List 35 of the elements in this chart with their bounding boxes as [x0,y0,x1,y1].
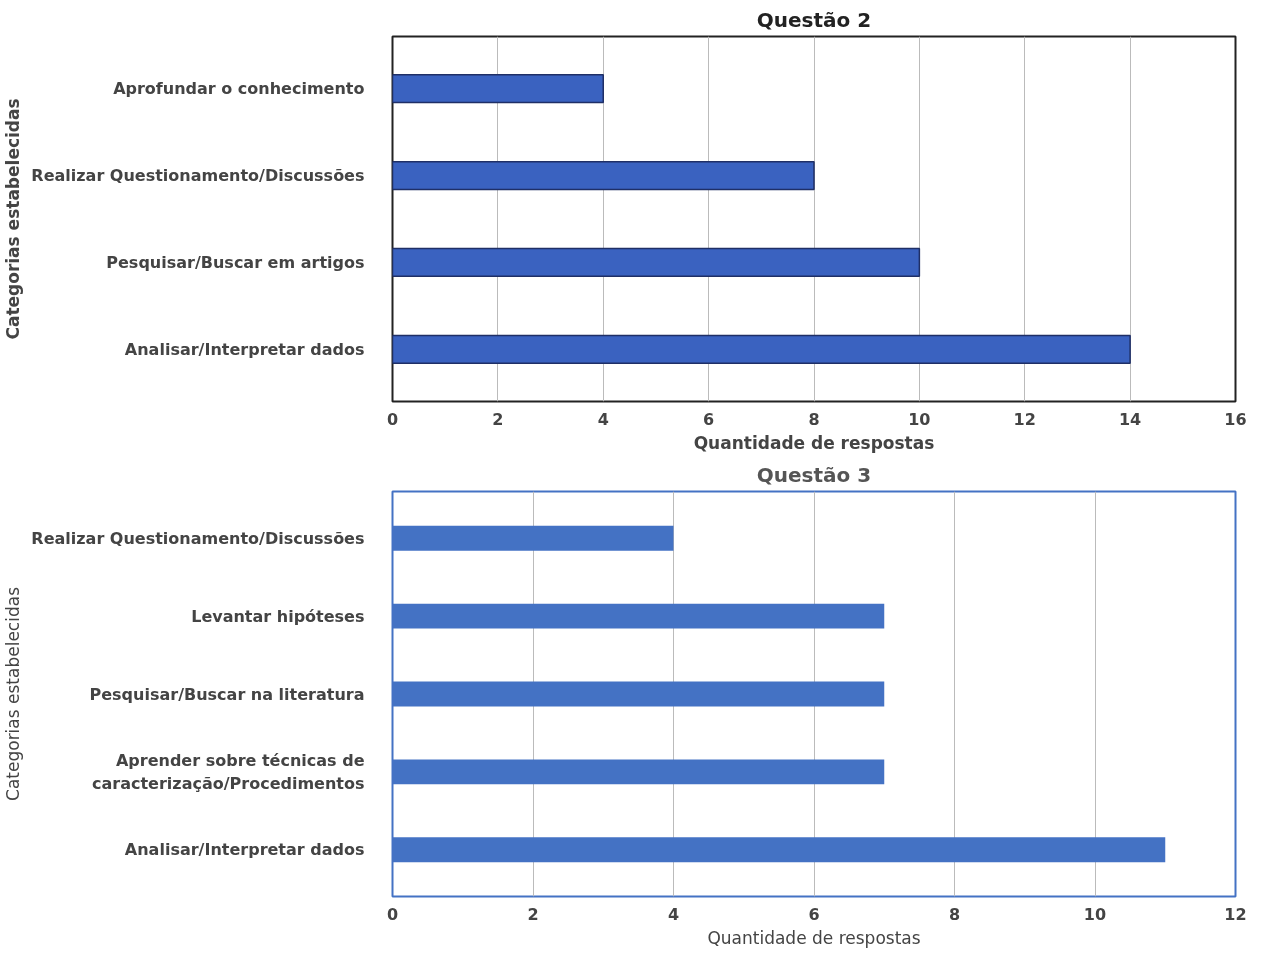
chart-title: Questão 2 [756,7,872,32]
x-tick-label: 6 [703,409,715,429]
x-tick-label: 12 [1224,904,1247,924]
x-tick-label: 0 [386,904,399,924]
y-axis-title: Categorias estabelecidas [3,586,24,801]
x-tick-label: 6 [808,904,820,924]
x-tick-label: 10 [908,409,931,429]
x-axis-title: Quantidade de respostas [707,927,921,948]
x-tick-label: 8 [948,904,961,924]
chart-title: Questão 3 [756,462,872,487]
y-tick-label: Aprender sobre técnicas de caracterização/Procedimentos [91,750,365,793]
y-tick-label: Levantar hipóteses [191,606,365,626]
y-tick-label: Pesquisar/Buscar na literatura [89,684,365,704]
y-tick-label: Pesquisar/Buscar em artigos [106,252,365,272]
x-tick-label: 2 [527,904,539,924]
x-tick-label: 4 [597,409,609,429]
x-tick-label: 10 [1083,904,1107,924]
y-tick-label: Aprofundar o conhecimento [113,79,365,99]
x-tick-label: 14 [1118,409,1142,429]
bar [392,73,604,104]
y-tick-label: Realizar Questionamento/Discussões [31,528,365,548]
x-tick-label: 2 [492,409,504,429]
x-tick-label: 4 [667,904,680,924]
x-tick-label: 0 [386,409,399,429]
x-axis-title: Quantidade de respostas [693,432,935,453]
y-axis-title: Categorias estabelecidas [3,98,24,340]
bar [392,334,1131,365]
bar [392,160,815,191]
y-tick-label: Analisar/Interpretar dados [124,840,365,860]
y-tick-label: Realizar Questionamento/Discussões [31,166,365,186]
bar [392,247,921,278]
x-tick-label: 16 [1224,409,1247,429]
y-tick-label: Analisar/Interpretar dados [124,339,365,359]
x-tick-label: 8 [808,409,820,429]
x-tick-label: 12 [1013,409,1036,429]
